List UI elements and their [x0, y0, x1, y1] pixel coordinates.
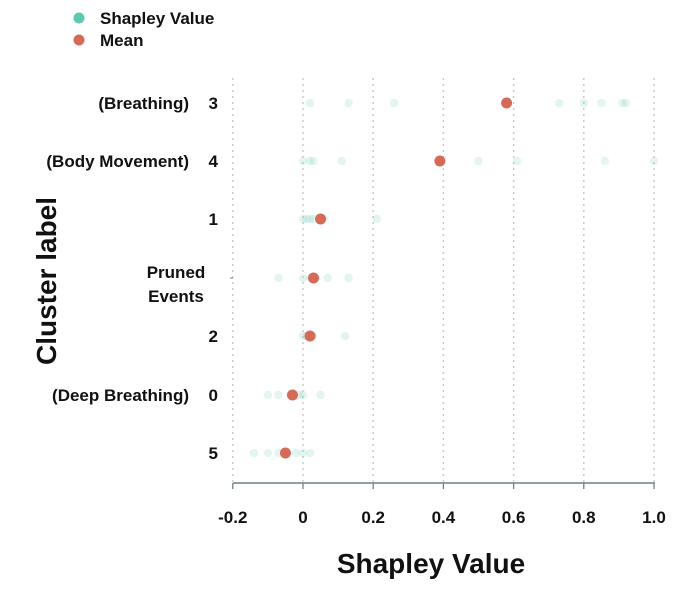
shapley-point-3-1: [298, 273, 308, 283]
x-axis: -0.2 0 0.2 0.4 0.6 0.8 1.0: [218, 482, 666, 527]
shapley-point-2-1: [302, 214, 311, 224]
shapley-point-1-5: [512, 156, 522, 166]
y-axis-title: Cluster label: [31, 197, 62, 365]
shapley-point-5-1: [274, 390, 283, 400]
shapley-point-0-7: [621, 98, 631, 108]
x-tick-label-5: 0.8: [572, 508, 596, 527]
x-tick-label-1: 0: [298, 508, 307, 527]
mean-point-3: [308, 272, 320, 284]
shapley-point-5-4: [316, 390, 325, 400]
shapley-point-6-1: [263, 448, 273, 458]
mean-point-5: [286, 389, 298, 401]
mean-point-6: [279, 447, 291, 459]
shapley-point-3-4: [344, 273, 353, 283]
category-code-6: 5: [209, 444, 218, 463]
shapley-point-0-6: [618, 98, 627, 108]
shapley-point-1-7: [649, 156, 659, 166]
category-name-0: (Breathing): [98, 94, 189, 113]
x-tick-label-2: 0.2: [361, 508, 385, 527]
legend: Shapley Value Mean: [73, 9, 214, 50]
shapley-point-2-0: [298, 214, 308, 224]
shapley-point-1-6: [600, 156, 610, 166]
legend-label-shapley-value: Shapley Value: [100, 9, 214, 28]
category-code-4: 2: [209, 327, 218, 346]
x-tick-label-3: 0.4: [432, 508, 456, 527]
mean-point-2: [315, 213, 327, 225]
x-tick-label-4: 0.6: [502, 508, 526, 527]
category-code-5: 0: [209, 386, 218, 405]
x-tick-label-6: 1.0: [642, 508, 666, 527]
shapley-point-1-1: [305, 156, 315, 166]
shapley-point-6-4: [298, 448, 308, 458]
x-tick-label-0: -0.2: [218, 508, 247, 527]
shapley-point-2-6: [372, 214, 381, 224]
category-code-1: 4: [209, 152, 219, 171]
category-name-3-line-1: Pruned: [147, 263, 206, 282]
mean-point-4: [304, 330, 316, 342]
category-code-0: 3: [209, 94, 218, 113]
shapley-point-5-0: [263, 390, 273, 400]
shapley-point-0-4: [579, 98, 588, 108]
category-code-2: 1: [209, 210, 218, 229]
shapley-point-1-2: [309, 156, 318, 166]
shapley-point-4-3: [340, 331, 350, 341]
shapley-point-0-5: [597, 98, 606, 108]
y-axis-labels: 3 (Breathing) 4 (Body Movement) 1 Pruned Event…: [46, 94, 233, 463]
shapley-point-3-3: [323, 273, 332, 283]
category-name-3-line-2: Events: [148, 287, 204, 306]
category-name-5: (Deep Breathing): [52, 386, 189, 405]
shapley-point-3-0: [274, 273, 283, 283]
shapley-point-0-0: [305, 98, 315, 108]
shapley-point-5-3: [298, 390, 308, 400]
shapley-point-1-4: [474, 156, 483, 166]
shapley-point-0-2: [390, 98, 399, 108]
shapley-point-0-1: [344, 98, 353, 108]
mean-point-1: [434, 155, 446, 167]
legend-marker-mean: [73, 34, 85, 46]
grid-lines: [232, 78, 655, 483]
shapley-point-0-3: [555, 98, 564, 108]
category-name-1: (Body Movement): [46, 152, 189, 171]
shapley-point-1-3: [337, 156, 346, 166]
x-axis-title: Shapley Value: [337, 548, 525, 579]
mean-points: [279, 97, 513, 459]
shapley-point-6-3: [291, 448, 301, 458]
shapley-point-6-0: [249, 448, 259, 458]
legend-marker-shapley-value: [73, 12, 85, 24]
shapley-point-1-0: [298, 156, 308, 166]
shapley-point-6-5: [305, 448, 315, 458]
shapley-point-2-2: [305, 214, 315, 224]
legend-label-mean: Mean: [100, 31, 143, 50]
mean-point-0: [501, 97, 513, 109]
